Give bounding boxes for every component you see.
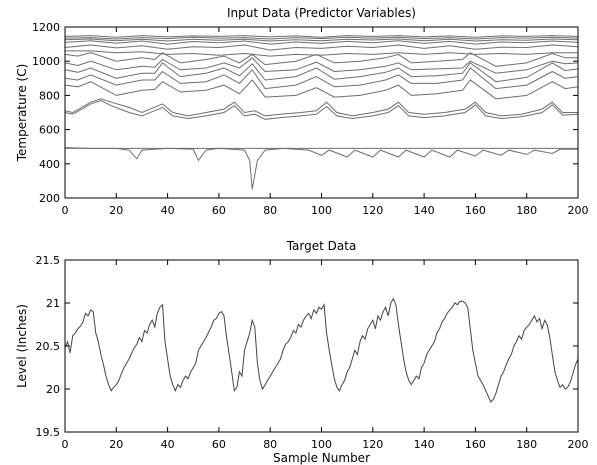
x-tick-label: 40 <box>161 438 175 451</box>
series-line-1-6 <box>65 50 578 57</box>
series-line-1-5 <box>64 44 579 51</box>
y-axis-label: Temperature (C) <box>15 64 29 163</box>
series-line-1-3 <box>64 38 579 42</box>
series-line-1-10 <box>64 67 579 90</box>
x-tick-label: 20 <box>109 204 123 217</box>
x-tick-label: 140 <box>414 204 435 217</box>
y-tick-label: 200 <box>39 192 60 205</box>
y-tick-label: 400 <box>39 158 60 171</box>
x-tick-label: 160 <box>465 204 486 217</box>
series-line-1-14 <box>64 147 578 190</box>
y-tick-label: 21.5 <box>36 254 61 267</box>
x-tick-label: 140 <box>414 438 435 451</box>
y-axis-label: Level (Inches) <box>15 304 29 388</box>
x-tick-label: 180 <box>516 438 537 451</box>
x-tick-label: 180 <box>516 204 537 217</box>
x-tick-label: 60 <box>212 438 226 451</box>
x-tick-label: 100 <box>311 438 332 451</box>
series-line-1-1 <box>64 35 579 38</box>
series-line-2-1 <box>64 297 579 403</box>
y-tick-label: 1200 <box>32 21 60 34</box>
y-tick-label: 800 <box>39 89 60 102</box>
x-tick-label: 160 <box>465 438 486 451</box>
y-tick-label: 1000 <box>32 55 60 68</box>
x-tick-label: 20 <box>109 438 123 451</box>
x-tick-label: 0 <box>62 204 69 217</box>
x-tick-label: 0 <box>62 438 69 451</box>
x-tick-label: 200 <box>568 438 589 451</box>
series-line-1-4 <box>64 40 579 45</box>
x-tick-label: 200 <box>568 204 589 217</box>
series-line-1-2 <box>64 36 579 40</box>
series-line-1-7 <box>64 52 578 67</box>
series-line-1-13 <box>64 99 579 120</box>
y-tick-label: 19.5 <box>36 426 61 439</box>
x-tick-label: 120 <box>362 438 383 451</box>
series-line-1-9 <box>64 62 579 83</box>
x-tick-label: 80 <box>263 438 277 451</box>
x-tick-label: 80 <box>263 204 277 217</box>
y-tick-label: 20 <box>46 383 60 396</box>
series-line-1-8 <box>64 57 579 74</box>
chart-title: Target Data <box>286 239 357 253</box>
series-line-1-11 <box>64 79 579 100</box>
x-axis-label: Sample Number <box>273 451 370 465</box>
y-tick-label: 600 <box>39 124 60 137</box>
series-line-1-12 <box>64 98 578 117</box>
x-tick-label: 40 <box>161 204 175 217</box>
x-tick-label: 60 <box>212 204 226 217</box>
chart-title: Input Data (Predictor Variables) <box>227 6 416 20</box>
y-tick-label: 21 <box>46 297 60 310</box>
plot-frame-2 <box>64 259 579 433</box>
x-tick-label: 100 <box>311 204 332 217</box>
y-tick-label: 20.5 <box>36 340 61 353</box>
x-tick-label: 120 <box>362 204 383 217</box>
